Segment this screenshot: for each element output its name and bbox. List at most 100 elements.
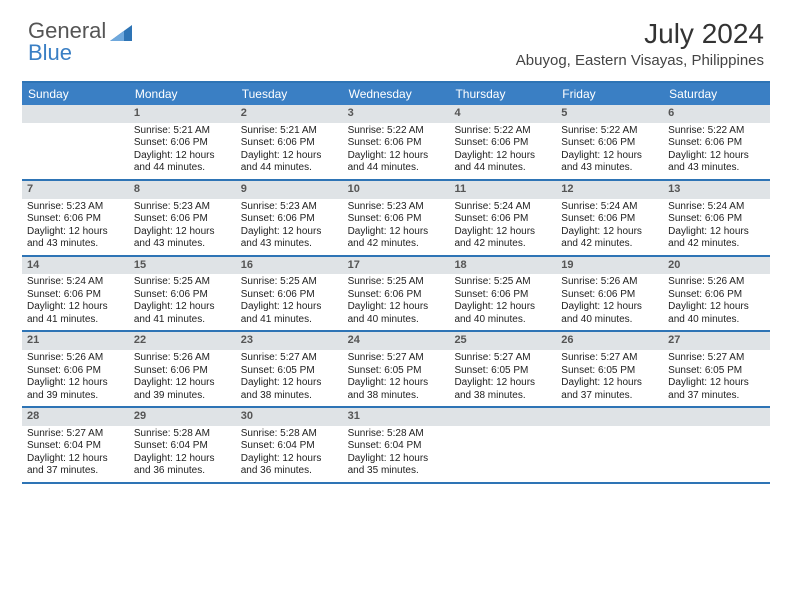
cell-body: Sunrise: 5:23 AMSunset: 6:06 PMDaylight:… <box>129 199 236 255</box>
logo-text-blue: Blue <box>28 40 72 66</box>
day-number: 27 <box>663 332 770 350</box>
sunrise-text: Sunrise: 5:26 AM <box>668 276 765 289</box>
month-title: July 2024 <box>516 18 764 50</box>
sunrise-text: Sunrise: 5:26 AM <box>27 352 124 365</box>
day-number: 8 <box>129 181 236 199</box>
day-number: 5 <box>556 105 663 123</box>
daylight-text: Daylight: 12 hours and 40 minutes. <box>348 301 445 326</box>
sunrise-text: Sunrise: 5:23 AM <box>27 201 124 214</box>
calendar-cell: 16Sunrise: 5:25 AMSunset: 6:06 PMDayligh… <box>236 257 343 331</box>
calendar-cell <box>663 408 770 482</box>
daylight-text: Daylight: 12 hours and 42 minutes. <box>348 226 445 251</box>
calendar-cell: 26Sunrise: 5:27 AMSunset: 6:05 PMDayligh… <box>556 332 663 406</box>
daylight-text: Daylight: 12 hours and 39 minutes. <box>27 377 124 402</box>
cell-body: Sunrise: 5:27 AMSunset: 6:05 PMDaylight:… <box>663 350 770 406</box>
sunset-text: Sunset: 6:05 PM <box>561 365 658 378</box>
calendar-cell: 13Sunrise: 5:24 AMSunset: 6:06 PMDayligh… <box>663 181 770 255</box>
day-number: 4 <box>449 105 556 123</box>
cell-body: Sunrise: 5:27 AMSunset: 6:04 PMDaylight:… <box>22 426 129 482</box>
calendar-cell: 2Sunrise: 5:21 AMSunset: 6:06 PMDaylight… <box>236 105 343 179</box>
sunset-text: Sunset: 6:06 PM <box>134 137 231 150</box>
day-number: 24 <box>343 332 450 350</box>
cell-body: Sunrise: 5:27 AMSunset: 6:05 PMDaylight:… <box>236 350 343 406</box>
daylight-text: Daylight: 12 hours and 40 minutes. <box>561 301 658 326</box>
calendar-cell: 19Sunrise: 5:26 AMSunset: 6:06 PMDayligh… <box>556 257 663 331</box>
day-number: 13 <box>663 181 770 199</box>
sunset-text: Sunset: 6:06 PM <box>668 137 765 150</box>
cell-body: Sunrise: 5:24 AMSunset: 6:06 PMDaylight:… <box>22 274 129 330</box>
calendar-cell: 4Sunrise: 5:22 AMSunset: 6:06 PMDaylight… <box>449 105 556 179</box>
logo-triangle-icon <box>110 25 132 41</box>
calendar-cell: 7Sunrise: 5:23 AMSunset: 6:06 PMDaylight… <box>22 181 129 255</box>
calendar-cell <box>449 408 556 482</box>
day-number: 31 <box>343 408 450 426</box>
sunrise-text: Sunrise: 5:28 AM <box>134 428 231 441</box>
daylight-text: Daylight: 12 hours and 40 minutes. <box>668 301 765 326</box>
day-number <box>556 408 663 426</box>
cell-body: Sunrise: 5:25 AMSunset: 6:06 PMDaylight:… <box>129 274 236 330</box>
sunset-text: Sunset: 6:06 PM <box>454 213 551 226</box>
sunrise-text: Sunrise: 5:23 AM <box>134 201 231 214</box>
day-number: 22 <box>129 332 236 350</box>
daylight-text: Daylight: 12 hours and 43 minutes. <box>134 226 231 251</box>
sunset-text: Sunset: 6:06 PM <box>668 289 765 302</box>
sunrise-text: Sunrise: 5:27 AM <box>241 352 338 365</box>
calendar-cell: 22Sunrise: 5:26 AMSunset: 6:06 PMDayligh… <box>129 332 236 406</box>
daylight-text: Daylight: 12 hours and 37 minutes. <box>27 453 124 478</box>
sunset-text: Sunset: 6:06 PM <box>561 213 658 226</box>
title-block: July 2024 Abuyog, Eastern Visayas, Phili… <box>516 18 764 69</box>
calendar-cell: 8Sunrise: 5:23 AMSunset: 6:06 PMDaylight… <box>129 181 236 255</box>
day-header: Wednesday <box>343 83 450 105</box>
cell-body: Sunrise: 5:23 AMSunset: 6:06 PMDaylight:… <box>236 199 343 255</box>
sunset-text: Sunset: 6:04 PM <box>134 440 231 453</box>
sunset-text: Sunset: 6:04 PM <box>348 440 445 453</box>
day-header: Thursday <box>449 83 556 105</box>
cell-body: Sunrise: 5:22 AMSunset: 6:06 PMDaylight:… <box>449 123 556 179</box>
cell-body: Sunrise: 5:23 AMSunset: 6:06 PMDaylight:… <box>22 199 129 255</box>
day-number: 17 <box>343 257 450 275</box>
cell-body: Sunrise: 5:28 AMSunset: 6:04 PMDaylight:… <box>343 426 450 482</box>
calendar-cell: 21Sunrise: 5:26 AMSunset: 6:06 PMDayligh… <box>22 332 129 406</box>
sunset-text: Sunset: 6:05 PM <box>348 365 445 378</box>
sunrise-text: Sunrise: 5:21 AM <box>241 125 338 138</box>
cell-body: Sunrise: 5:21 AMSunset: 6:06 PMDaylight:… <box>236 123 343 179</box>
daylight-text: Daylight: 12 hours and 42 minutes. <box>561 226 658 251</box>
daylight-text: Daylight: 12 hours and 43 minutes. <box>668 150 765 175</box>
cell-body: Sunrise: 5:24 AMSunset: 6:06 PMDaylight:… <box>449 199 556 255</box>
daylight-text: Daylight: 12 hours and 44 minutes. <box>454 150 551 175</box>
sunset-text: Sunset: 6:06 PM <box>134 365 231 378</box>
calendar-cell: 29Sunrise: 5:28 AMSunset: 6:04 PMDayligh… <box>129 408 236 482</box>
daylight-text: Daylight: 12 hours and 38 minutes. <box>241 377 338 402</box>
sunrise-text: Sunrise: 5:22 AM <box>454 125 551 138</box>
day-number: 6 <box>663 105 770 123</box>
sunset-text: Sunset: 6:06 PM <box>241 213 338 226</box>
sunset-text: Sunset: 6:06 PM <box>454 137 551 150</box>
sunset-text: Sunset: 6:04 PM <box>241 440 338 453</box>
cell-body: Sunrise: 5:26 AMSunset: 6:06 PMDaylight:… <box>129 350 236 406</box>
sunrise-text: Sunrise: 5:27 AM <box>561 352 658 365</box>
cell-body: Sunrise: 5:24 AMSunset: 6:06 PMDaylight:… <box>663 199 770 255</box>
calendar-cell: 10Sunrise: 5:23 AMSunset: 6:06 PMDayligh… <box>343 181 450 255</box>
week-row: 7Sunrise: 5:23 AMSunset: 6:06 PMDaylight… <box>22 181 770 257</box>
day-number: 15 <box>129 257 236 275</box>
cell-body: Sunrise: 5:28 AMSunset: 6:04 PMDaylight:… <box>129 426 236 482</box>
calendar-cell: 18Sunrise: 5:25 AMSunset: 6:06 PMDayligh… <box>449 257 556 331</box>
sunrise-text: Sunrise: 5:23 AM <box>241 201 338 214</box>
day-number: 9 <box>236 181 343 199</box>
day-number <box>663 408 770 426</box>
sunset-text: Sunset: 6:06 PM <box>241 289 338 302</box>
week-row: 1Sunrise: 5:21 AMSunset: 6:06 PMDaylight… <box>22 105 770 181</box>
calendar-cell: 3Sunrise: 5:22 AMSunset: 6:06 PMDaylight… <box>343 105 450 179</box>
sunset-text: Sunset: 6:06 PM <box>348 137 445 150</box>
sunrise-text: Sunrise: 5:24 AM <box>561 201 658 214</box>
day-header: Saturday <box>663 83 770 105</box>
cell-body: Sunrise: 5:21 AMSunset: 6:06 PMDaylight:… <box>129 123 236 179</box>
daylight-text: Daylight: 12 hours and 36 minutes. <box>134 453 231 478</box>
daylight-text: Daylight: 12 hours and 43 minutes. <box>561 150 658 175</box>
sunset-text: Sunset: 6:06 PM <box>27 289 124 302</box>
day-number: 25 <box>449 332 556 350</box>
day-number: 23 <box>236 332 343 350</box>
daylight-text: Daylight: 12 hours and 41 minutes. <box>241 301 338 326</box>
calendar-cell: 24Sunrise: 5:27 AMSunset: 6:05 PMDayligh… <box>343 332 450 406</box>
calendar-cell: 1Sunrise: 5:21 AMSunset: 6:06 PMDaylight… <box>129 105 236 179</box>
